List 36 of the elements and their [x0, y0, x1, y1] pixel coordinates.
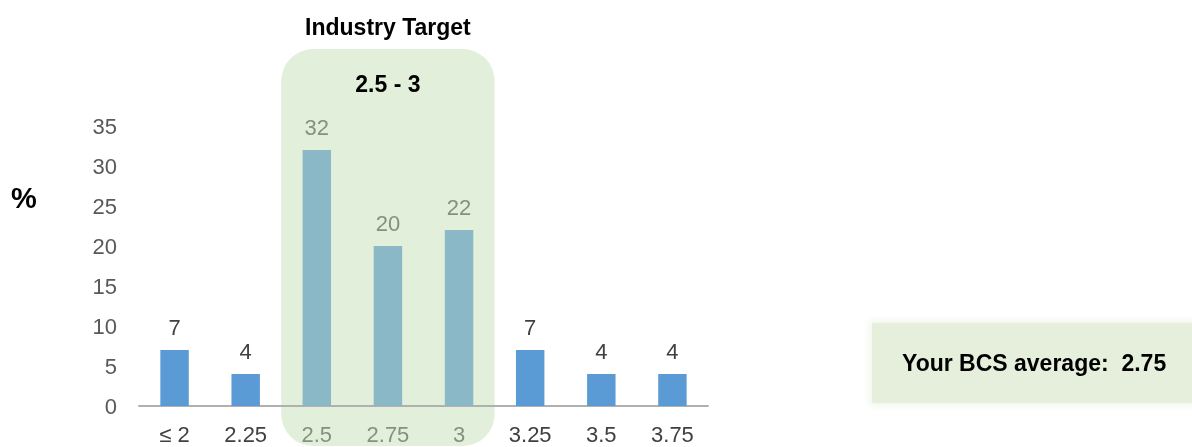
- x-tick-label: 3: [452, 421, 466, 447]
- data-label: 4: [239, 338, 252, 364]
- data-label: 32: [304, 114, 330, 140]
- bar: [515, 350, 545, 406]
- y-tick-label: 10: [92, 313, 117, 339]
- bar: [231, 374, 260, 406]
- bar: [373, 246, 403, 406]
- data-label: 4: [595, 338, 608, 364]
- y-tick-label: 25: [92, 193, 117, 219]
- x-tick-label: 2.5: [301, 421, 333, 447]
- y-tick-label: 15: [92, 273, 117, 299]
- y-tick-label: 0: [104, 393, 117, 419]
- band-label: 2.5 - 3: [355, 71, 421, 97]
- y-axis-title: %: [11, 182, 38, 214]
- data-label: 20: [375, 210, 401, 236]
- data-label: 4: [666, 338, 679, 364]
- bar: [658, 374, 687, 406]
- y-tick-label: 5: [104, 353, 117, 379]
- y-tick-label: 35: [92, 113, 117, 139]
- bar: [160, 350, 189, 406]
- x-tick-label: 2.25: [224, 421, 268, 447]
- text: Your BCS average: 2.75: [902, 350, 1167, 376]
- x-tick-label: ≤ 2: [159, 421, 190, 447]
- y-tick-label: 20: [92, 233, 117, 259]
- x-tick-label: 3.25: [508, 421, 552, 447]
- data-label: 7: [524, 314, 537, 340]
- x-tick-label: 3.5: [586, 421, 617, 447]
- bar: [587, 374, 616, 406]
- data-label: 7: [168, 314, 181, 340]
- y-tick-label: 30: [92, 153, 117, 179]
- bar: [444, 230, 474, 406]
- data-label: 22: [446, 194, 472, 220]
- x-tick-label: 2.75: [366, 421, 410, 447]
- chart-title: Industry Target: [305, 14, 472, 40]
- bar: [302, 150, 332, 406]
- x-tick-label: 3.75: [651, 421, 694, 447]
